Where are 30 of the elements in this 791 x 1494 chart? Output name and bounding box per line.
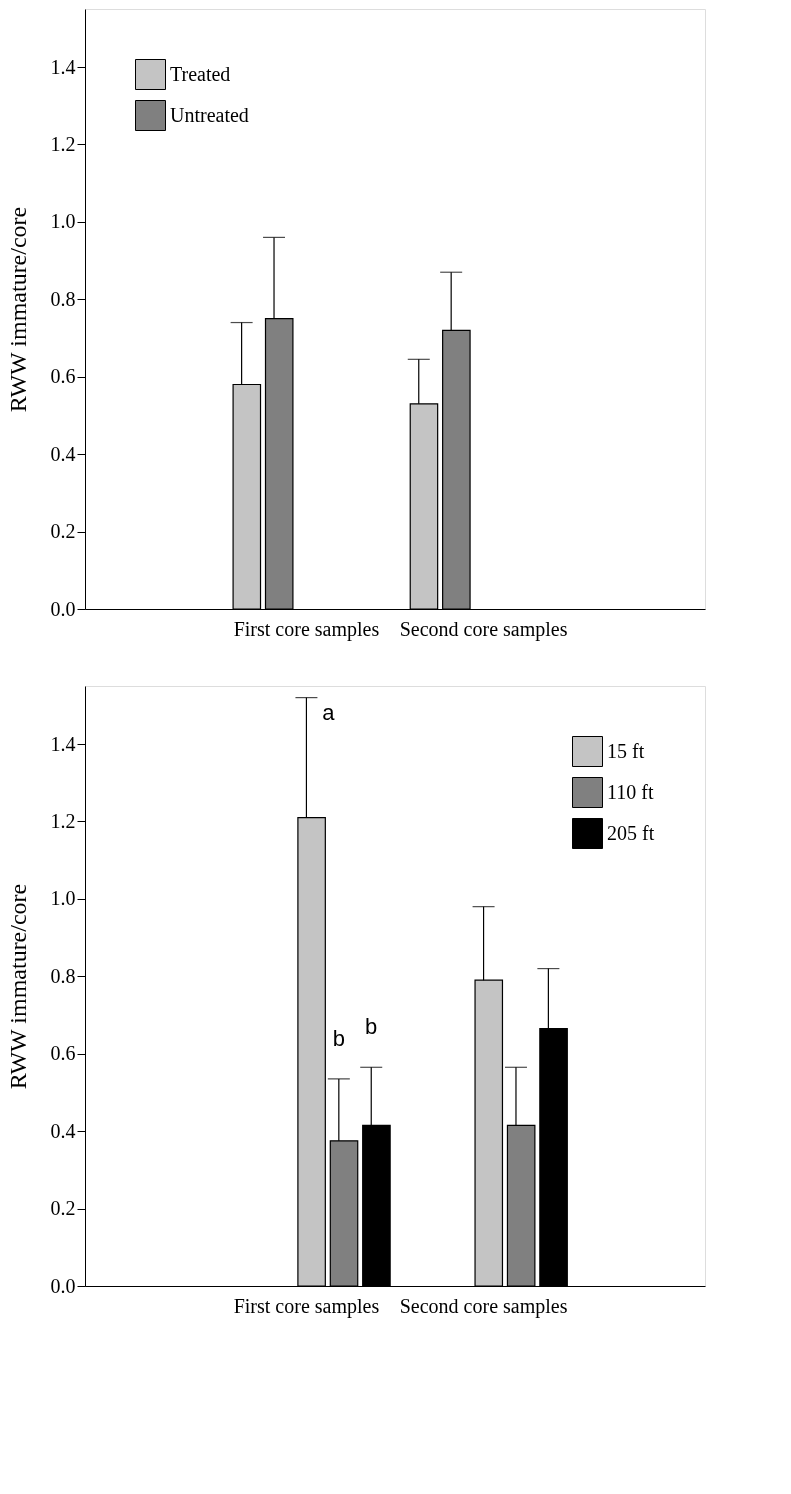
y-tick-label: 0.6 <box>50 365 76 388</box>
y-tick-label: 0.8 <box>50 287 76 310</box>
legend-label: Untreated <box>170 103 249 126</box>
annotation: a <box>322 699 336 725</box>
x-tick-label: Second core samples <box>399 617 568 641</box>
y-tick-label: 1.4 <box>50 55 76 78</box>
y-tick-label: 0.6 <box>50 1042 76 1065</box>
y-tick-label: 0.4 <box>50 442 76 465</box>
y-tick-label: 1.0 <box>50 887 76 910</box>
legend-label: 110 ft <box>607 780 654 803</box>
y-tick-label: 0.8 <box>50 964 76 987</box>
x-tick-label: First core samples <box>233 617 380 641</box>
legend-label: 15 ft <box>607 739 645 762</box>
y-axis-title: RWW immature/core <box>4 206 31 413</box>
y-tick-label: 1.2 <box>50 132 76 155</box>
x-tick-label: Second core samples <box>399 1294 568 1318</box>
y-tick-label: 0.0 <box>50 1274 76 1297</box>
y-tick-label: 0.2 <box>50 1197 76 1220</box>
annotation: b <box>365 1014 378 1040</box>
x-tick-label: First core samples <box>233 1294 380 1318</box>
y-tick-label: 1.0 <box>50 210 76 233</box>
annotation: b <box>332 1025 345 1051</box>
y-tick-label: 0.2 <box>50 520 76 543</box>
y-tick-label: 1.2 <box>50 809 76 832</box>
y-tick-label: 0.0 <box>50 597 76 620</box>
legend-label: Treated <box>170 62 231 85</box>
y-tick-label: 1.4 <box>50 732 76 755</box>
legend-label: 205 ft <box>607 821 655 844</box>
y-axis-title: RWW immature/core <box>4 883 31 1090</box>
y-tick-label: 0.4 <box>50 1119 76 1142</box>
